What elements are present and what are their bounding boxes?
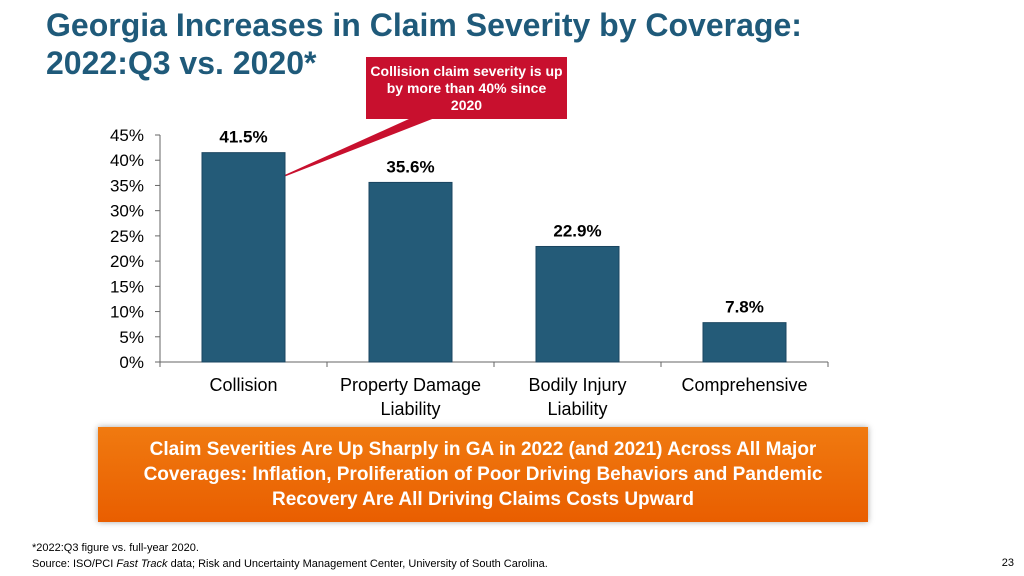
data-label: 41.5%	[219, 128, 267, 147]
y-tick-label: 30%	[110, 202, 144, 221]
title-line-1: Georgia Increases in Claim Severity by C…	[46, 7, 802, 43]
page-number: 23	[1001, 557, 1014, 569]
summary-banner: Claim Severities Are Up Sharply in GA in…	[98, 427, 868, 522]
banner-text: Claim Severities Are Up Sharply in GA in…	[143, 439, 823, 510]
y-tick-label: 5%	[119, 328, 144, 347]
y-tick-label: 10%	[110, 303, 144, 322]
callout-text: Collision claim severity is up by more t…	[370, 62, 563, 113]
source-italic: Fast Track	[116, 558, 168, 570]
category-label: Comprehensive	[681, 375, 807, 395]
y-tick-label: 40%	[110, 151, 144, 170]
callout-box: Collision claim severity is up by more t…	[366, 57, 567, 119]
y-tick-label: 25%	[110, 227, 144, 246]
y-tick-label: 45%	[110, 126, 144, 145]
bar	[201, 152, 286, 363]
page-title: Georgia Increases in Claim Severity by C…	[46, 6, 946, 82]
source-prefix: Source: ISO/PCI	[32, 558, 117, 570]
data-label: 7.8%	[725, 298, 764, 317]
category-label: Property Damage	[340, 375, 481, 395]
category-label: Liability	[380, 399, 440, 419]
y-tick-label: 15%	[110, 277, 144, 296]
y-tick-label: 35%	[110, 176, 144, 195]
bar	[535, 245, 620, 363]
category-label: Liability	[547, 399, 607, 419]
category-label: Bodily Injury	[528, 375, 626, 395]
callout-pointer-arrow	[258, 114, 445, 187]
footnote-source: Source: ISO/PCI Fast Track data; Risk an…	[32, 557, 548, 571]
title-line-2: 2022:Q3 vs. 2020*	[46, 45, 317, 81]
category-label: Collision	[209, 375, 277, 395]
bar	[368, 181, 453, 363]
y-tick-label: 0%	[119, 353, 144, 372]
source-suffix: data; Risk and Uncertainty Management Ce…	[167, 558, 548, 570]
data-label: 35.6%	[386, 157, 434, 176]
y-tick-label: 20%	[110, 252, 144, 271]
bar-chart: 0% 5% 10% 15% 20% 25% 30% 35% 40% 45% 41.5% Collisi…	[110, 126, 829, 419]
footnote-note: *2022:Q3 figure vs. full-year 2020.	[32, 542, 199, 554]
bar	[702, 322, 787, 363]
data-label: 22.9%	[553, 221, 601, 240]
